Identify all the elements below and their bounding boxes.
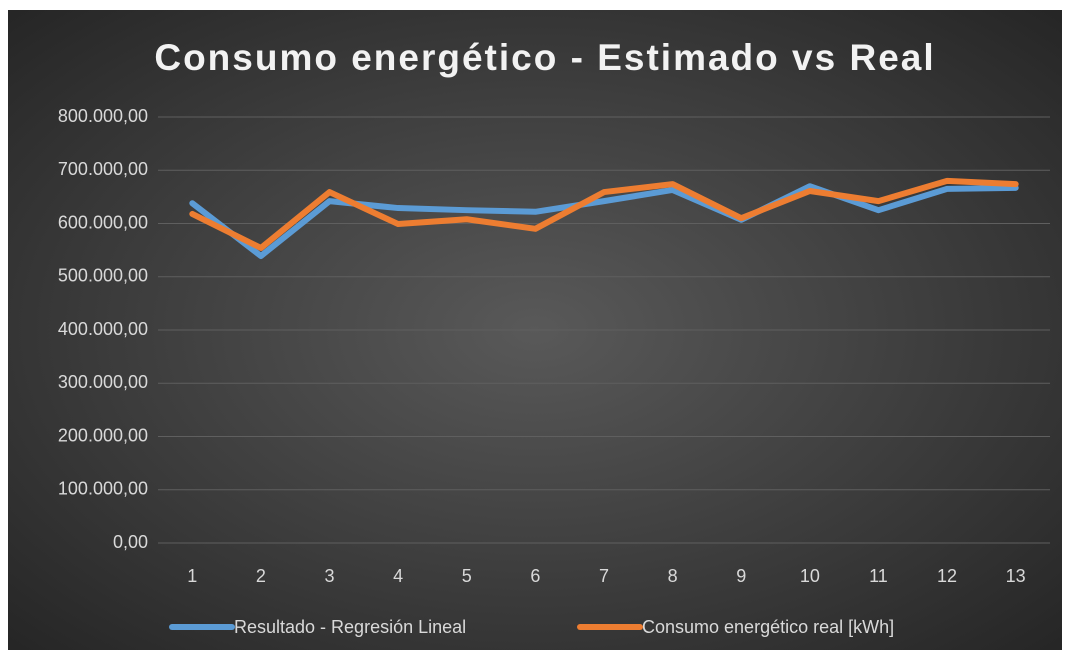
y-tick-label: 800.000,00 [58, 106, 148, 126]
y-tick-label: 200.000,00 [58, 425, 148, 445]
x-tick-label: 13 [1006, 566, 1026, 586]
x-tick-label: 10 [800, 566, 820, 586]
x-tick-label: 8 [668, 566, 678, 586]
y-tick-label: 600.000,00 [58, 212, 148, 232]
y-tick-label: 300.000,00 [58, 372, 148, 392]
legend-label: Resultado - Regresión Lineal [234, 617, 466, 637]
y-tick-label: 700.000,00 [58, 159, 148, 179]
x-tick-label: 6 [530, 566, 540, 586]
x-tick-label: 12 [937, 566, 957, 586]
x-tick-label: 1 [187, 566, 197, 586]
y-tick-label: 0,00 [113, 532, 148, 552]
x-tick-label: 7 [599, 566, 609, 586]
x-tick-label: 9 [736, 566, 746, 586]
series-line [189, 177, 1019, 251]
x-tick-label: 3 [325, 566, 335, 586]
x-tick-label: 4 [393, 566, 403, 586]
series-line [189, 183, 1019, 259]
y-tick-label: 400.000,00 [58, 319, 148, 339]
y-tick-label: 100.000,00 [58, 479, 148, 499]
x-tick-label: 11 [869, 566, 888, 586]
chart-title: Consumo energético - Estimado vs Real [154, 37, 935, 78]
x-tick-label: 2 [256, 566, 266, 586]
x-tick-label: 5 [462, 566, 472, 586]
y-tick-label: 500.000,00 [58, 266, 148, 286]
legend-label: Consumo energético real [kWh] [642, 617, 894, 637]
